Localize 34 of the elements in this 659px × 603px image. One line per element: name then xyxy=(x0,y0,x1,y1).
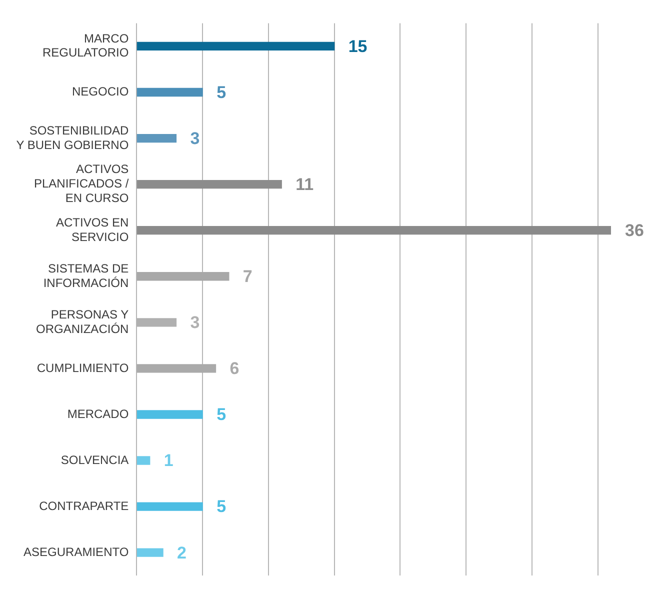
y-tick-label: SOLVENCIA xyxy=(60,452,129,467)
y-tick-label: ACTIVOS PLANIFICADOS / EN CURSO xyxy=(34,162,130,206)
data-label: 5 xyxy=(216,405,226,424)
data-label: 11 xyxy=(296,175,314,194)
data-label: 3 xyxy=(190,128,200,148)
bar xyxy=(136,226,611,235)
y-tick-label: MERCADO xyxy=(67,406,129,421)
bar xyxy=(136,410,203,419)
bar xyxy=(136,548,164,557)
y-tick-label: MARCO REGULATORIO xyxy=(42,31,129,60)
data-label: 7 xyxy=(242,267,252,286)
data-label: 3 xyxy=(190,313,200,332)
data-label: 2 xyxy=(177,543,187,562)
bar xyxy=(136,502,203,511)
y-tick-label: NEGOCIO xyxy=(72,84,129,99)
bar xyxy=(136,456,150,465)
y-tick-label: SOSTENIBILIDAD Y BUEN GOBIERNO xyxy=(16,123,130,152)
y-tick-label: ACTIVOS EN SERVICIO xyxy=(56,215,129,244)
bar xyxy=(136,134,177,143)
y-tick-label: ASEGURAMIENTO xyxy=(24,544,129,559)
data-label: 1 xyxy=(164,451,174,470)
data-label: 6 xyxy=(230,359,240,378)
data-label: 5 xyxy=(216,82,226,102)
bar xyxy=(136,42,335,51)
bar xyxy=(136,180,282,189)
y-tick-label: PERSONAS Y ORGANIZACIÓN xyxy=(36,308,129,336)
bar xyxy=(136,272,230,281)
bar xyxy=(136,88,203,97)
y-tick-label: SISTEMAS DE INFORMACIÓN xyxy=(43,261,129,290)
y-tick-label: CUMPLIMIENTO xyxy=(36,360,129,375)
y-tick-label: CONTRAPARTE xyxy=(39,498,129,513)
data-label: 5 xyxy=(216,497,226,516)
data-label: 36 xyxy=(625,221,644,240)
data-label: 15 xyxy=(348,36,368,56)
